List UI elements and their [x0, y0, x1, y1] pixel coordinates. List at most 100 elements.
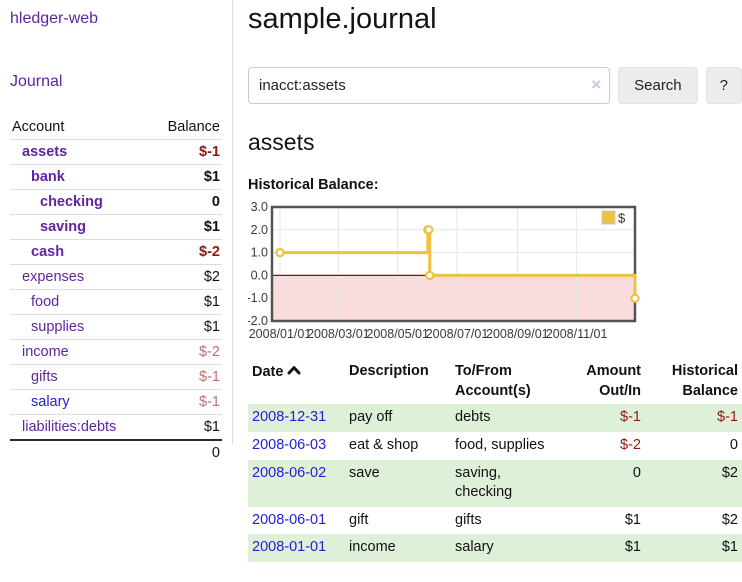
account-balance: $-1 [199, 144, 220, 160]
search-input[interactable] [248, 67, 611, 105]
accounts-column-header: To/From Account(s) [455, 363, 531, 399]
transaction-row[interactable]: 2008-06-02 save saving, checking 0 $2 [248, 459, 742, 507]
account-link-food[interactable]: food [31, 294, 60, 310]
y-tick-label: 1.0 [251, 246, 268, 260]
account-balance: $-2 [199, 244, 220, 260]
account-balance: $-1 [199, 369, 220, 385]
transaction-accounts: debts [455, 409, 491, 426]
account-balance: $-2 [199, 344, 220, 360]
register-table: Date Description To/From Account(s) Amoun… [248, 359, 742, 562]
account-table-header: Account Balance [10, 115, 222, 140]
transaction-balance: $-1 [717, 409, 738, 426]
transaction-row[interactable]: 2008-12-31 pay off debts $-1 $-1 [248, 404, 742, 433]
search-form: × Search ? [248, 67, 742, 105]
account-row: saving $1 [10, 214, 222, 240]
account-balance: $1 [203, 319, 220, 335]
account-link-cash[interactable]: cash [31, 244, 65, 260]
amount-column-header: Amount Out/In [586, 363, 641, 399]
y-tick-label: -2.0 [248, 314, 268, 328]
transaction-balance: $2 [721, 464, 738, 481]
account-link-salary[interactable]: salary [31, 394, 70, 410]
description-column-header: Description [349, 363, 429, 380]
data-point-marker[interactable] [424, 225, 434, 235]
transaction-description: income [349, 539, 396, 556]
account-link-saving[interactable]: saving [40, 219, 86, 235]
help-button[interactable]: ? [705, 67, 742, 105]
x-tick-label: 2008/07/01 [426, 327, 489, 341]
date-column-header[interactable]: Date [248, 359, 345, 404]
transaction-date-link[interactable]: 2008-06-02 [252, 464, 327, 481]
account-row: expenses $2 [10, 264, 222, 290]
account-balance: $1 [203, 294, 220, 310]
clear-search-icon[interactable]: × [591, 75, 602, 95]
transaction-row[interactable]: 2008-06-01 gift gifts $1 $2 [248, 507, 742, 535]
account-link-assets[interactable]: assets [22, 144, 68, 160]
account-row: liabilities:debts $1 [10, 414, 222, 441]
account-row: assets $-1 [10, 139, 222, 165]
transaction-amount: $-2 [620, 437, 641, 454]
sidebar-item-journal[interactable]: Journal [10, 73, 63, 90]
account-balance-table: Account Balance assets $-1 bank $1 checking 0… [10, 115, 222, 465]
transaction-description: pay off [349, 409, 393, 426]
transaction-date-link[interactable]: 2008-01-01 [252, 539, 327, 556]
account-row: income $-2 [10, 339, 222, 365]
account-row: salary $-1 [10, 389, 222, 415]
account-column-header: Account [12, 119, 65, 135]
transaction-accounts: saving, checking [455, 464, 513, 501]
transaction-date-link[interactable]: 2008-06-03 [252, 437, 327, 454]
transaction-balance: $2 [721, 511, 738, 528]
plot-border [270, 206, 637, 323]
main-content: sample.journal × Search ? assets Histori… [248, 0, 742, 582]
transaction-amount: 0 [632, 464, 641, 481]
account-balance: $1 [203, 419, 220, 435]
y-tick-label: -1.0 [248, 292, 268, 306]
account-link-bank[interactable]: bank [31, 169, 65, 185]
account-link-checking[interactable]: checking [40, 194, 103, 210]
x-tick-label: 2008/03/01 [307, 327, 370, 341]
legend-label: $ [618, 211, 626, 226]
account-heading: assets [248, 129, 315, 156]
account-link-expenses[interactable]: expenses [22, 269, 85, 285]
account-link-supplies[interactable]: supplies [31, 319, 85, 335]
account-link-income[interactable]: income [22, 344, 69, 360]
account-balance: $2 [203, 269, 220, 285]
transaction-accounts: gifts [455, 511, 482, 528]
historical-balance-chart[interactable]: 3.0 2.0 1.0 0.0 -1.0 -2.02008/01/012008/03/01… [248, 200, 652, 346]
transaction-description: gift [349, 511, 369, 528]
balance-column-header: Balance [167, 119, 220, 135]
transaction-balance: $1 [721, 539, 738, 556]
sidebar: hledger-web Journal Account Balance asse… [0, 0, 233, 461]
account-balance: $1 [203, 219, 220, 235]
search-button[interactable]: Search [618, 67, 698, 105]
account-row: cash $-2 [10, 239, 222, 265]
x-tick-label: 2008/01/01 [249, 327, 312, 341]
transaction-date-link[interactable]: 2008-12-31 [252, 409, 327, 426]
account-row: bank $1 [10, 164, 222, 190]
account-link-liabilities-debts[interactable]: liabilities:debts [22, 419, 117, 435]
transaction-description: save [349, 464, 380, 481]
x-tick-label: 2008/11/01 [546, 327, 608, 341]
account-balance: 0 [211, 194, 220, 210]
account-row: gifts $-1 [10, 364, 222, 390]
account-link-gifts[interactable]: gifts [31, 369, 58, 385]
transaction-row[interactable]: 2008-01-01 income salary $1 $1 [248, 534, 742, 562]
account-balance: $-1 [199, 394, 220, 410]
data-point-marker[interactable] [630, 293, 640, 304]
y-tick-label: 0.0 [251, 269, 268, 283]
transaction-row[interactable]: 2008-06-03 eat & shop food, supplies $-2 0 [248, 432, 742, 460]
transaction-accounts: food, supplies [455, 437, 545, 454]
data-point-marker[interactable] [275, 248, 285, 258]
data-point-marker[interactable] [425, 271, 435, 281]
x-tick-label: 2008/09/01 [486, 327, 549, 341]
app-brand-link[interactable]: hledger-web [10, 10, 99, 27]
legend-swatch [601, 210, 616, 225]
y-tick-label: 2.0 [251, 223, 268, 237]
transaction-balance: 0 [729, 437, 738, 454]
transaction-amount: $1 [624, 511, 641, 528]
account-row: food $1 [10, 289, 222, 315]
chevron-up-icon [287, 362, 301, 382]
transaction-date-link[interactable]: 2008-06-01 [252, 511, 327, 528]
transaction-amount: $1 [624, 539, 641, 556]
page-title: sample.journal [248, 3, 437, 35]
transaction-amount: $-1 [620, 409, 641, 426]
